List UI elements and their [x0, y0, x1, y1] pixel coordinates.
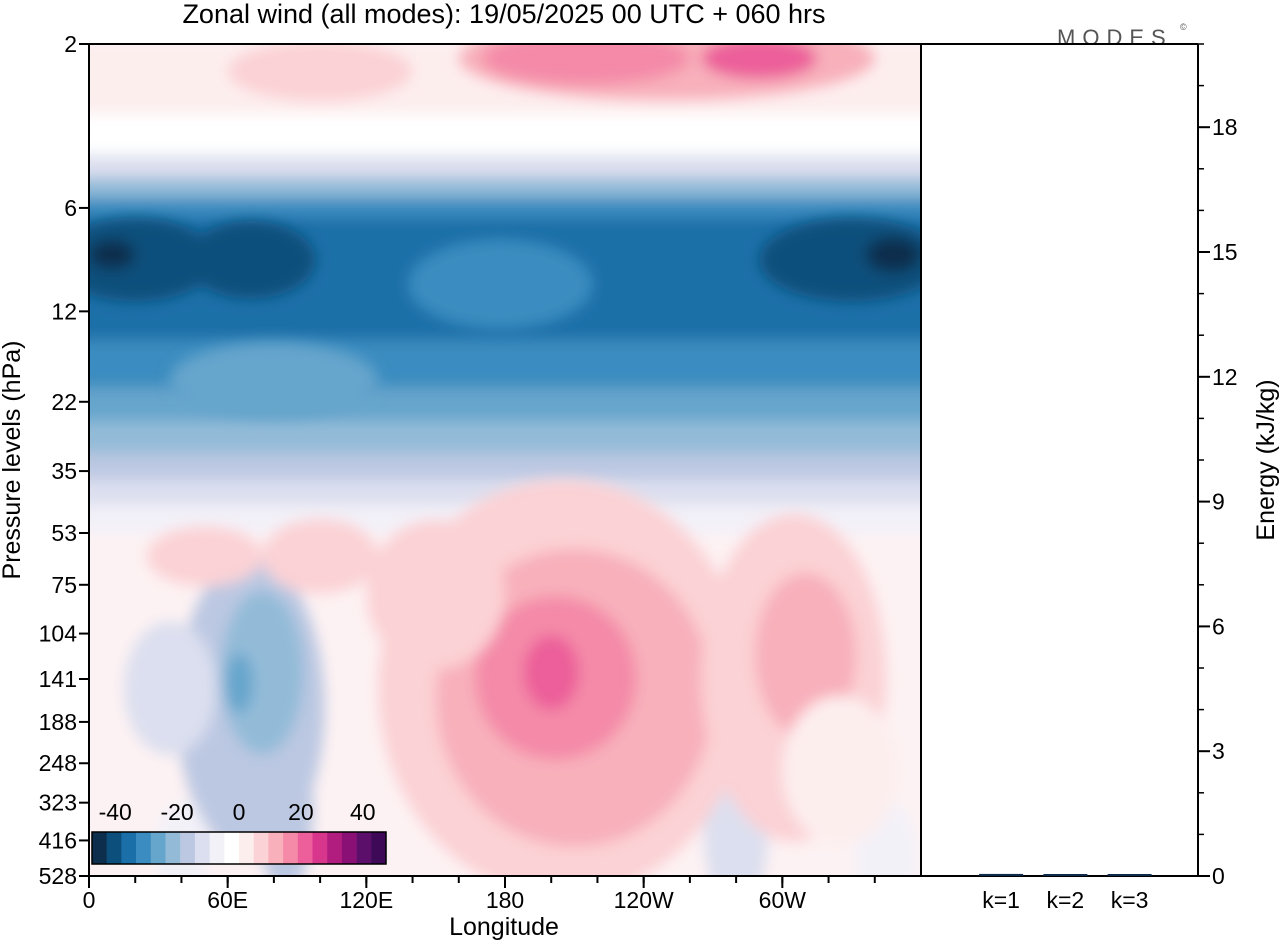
colorbar-swatch [150, 832, 166, 864]
energy-bar [1043, 874, 1088, 876]
westerly-cell [366, 519, 505, 670]
colorbar-swatch [371, 832, 387, 864]
y-tick-label: 528 [39, 863, 77, 889]
colorbar-swatch [209, 832, 225, 864]
energy-tick-label: 0 [1212, 863, 1225, 889]
chart-title: Zonal wind (all modes): 19/05/2025 00 UT… [182, 0, 825, 29]
colorbar-swatch [297, 832, 313, 864]
x-tick-label: 120W [614, 887, 674, 913]
energy-tick-label: 12 [1212, 364, 1238, 390]
upper-westerly-core [701, 44, 817, 80]
y-tick-label: 416 [39, 827, 77, 853]
colorbar-swatch [239, 832, 254, 864]
jet-core [89, 218, 217, 302]
modes-logo-mark: © [1180, 22, 1187, 32]
y-tick-label: 104 [39, 621, 78, 647]
colorbar-swatch [180, 832, 196, 864]
colorbar-frame [91, 831, 387, 865]
colorbar-swatch [312, 832, 328, 864]
jet-cell [407, 239, 593, 329]
jet-core [865, 236, 921, 273]
energy-bar [1107, 874, 1152, 876]
easterly-edge [123, 621, 217, 756]
westerly-cell [262, 519, 378, 594]
upper-westerly-cell [227, 44, 413, 102]
jet-core [186, 221, 316, 299]
x-tick-label: 180 [486, 887, 524, 913]
heatmap [89, 44, 921, 876]
upper-westerly-core [481, 44, 690, 86]
energy-axis-label: Energy (kJ/kg) [1252, 379, 1280, 540]
y-tick-label: 35 [51, 458, 77, 484]
energy-category-label: k=3 [1111, 887, 1149, 913]
jet-cell [169, 342, 378, 418]
energy-tick-label: 9 [1212, 489, 1225, 515]
colorbar-tick-label: 0 [233, 799, 246, 825]
wind-field [89, 44, 921, 876]
colorbar-swatch [136, 832, 152, 864]
y-tick-label: 248 [39, 750, 77, 776]
energy-panel: 0 3 6 9 12 15 18 k=1 k=2 k=3 [921, 43, 1238, 913]
y-tick-label: 141 [39, 666, 77, 692]
y-tick-label: 12 [51, 298, 77, 324]
energy-bar [979, 873, 1024, 876]
wind-cells [89, 44, 921, 876]
y-tick-label: 22 [51, 389, 77, 415]
colorbar-swatch [327, 832, 343, 864]
westerly-core [523, 635, 579, 710]
colorbar-swatch [106, 832, 122, 864]
colorbar-swatch [268, 832, 284, 864]
westerly-cell [146, 526, 263, 587]
wind-band [89, 177, 921, 200]
colorbar-tick-label: -20 [160, 799, 193, 825]
energy-tick-label: 6 [1212, 613, 1225, 639]
y-tick-label: 188 [39, 709, 77, 735]
colorbar-swatch [92, 832, 107, 864]
colorbar-swatch [194, 832, 210, 864]
longitude-axis: 0 60E 120E 180 120W 60W [83, 876, 876, 913]
colorbar-swatch [283, 832, 299, 864]
x-tick-label: 60W [759, 887, 807, 913]
jet-core [89, 239, 136, 270]
wind-band [89, 452, 921, 482]
x-tick-label: 0 [83, 887, 96, 913]
colorbar-tick-label: 20 [288, 799, 314, 825]
wind-band [89, 114, 921, 157]
westerly-edge [782, 695, 898, 845]
energy-category-label: k=2 [1047, 887, 1085, 913]
colorbar: -40 -20 0 20 40 [91, 799, 387, 865]
y-tick-label: 53 [51, 520, 77, 546]
colorbar-swatch [121, 832, 137, 864]
colorbar-tick-label: -40 [99, 799, 132, 825]
x-axis-label: Longitude [449, 913, 559, 941]
y-tick-label: 2 [64, 31, 77, 57]
energy-tick-label: 15 [1212, 239, 1238, 265]
colorbar-swatch [224, 832, 240, 864]
colorbar-swatch [341, 832, 357, 864]
pressure-axis: 2 6 12 22 35 53 75 104 141 188 248 323 416 528 [39, 31, 89, 889]
easterly-core [220, 590, 304, 755]
y-tick-label: 75 [51, 572, 77, 598]
energy-category-label: k=1 [982, 887, 1020, 913]
colorbar-tick-label: 40 [350, 799, 376, 825]
y-tick-label: 6 [64, 195, 77, 221]
easterly-core [225, 653, 254, 714]
wind-band [89, 420, 921, 455]
x-tick-label: 120E [339, 887, 393, 913]
wind-band [89, 197, 921, 220]
x-tick-label: 60E [207, 887, 248, 913]
y-axis-label: Pressure levels (hPa) [0, 341, 26, 580]
colorbar-swatch [165, 832, 181, 864]
modes-logo: MODES [1057, 25, 1173, 50]
wind-band [89, 154, 921, 180]
energy-tick-label: 18 [1212, 114, 1238, 140]
y-tick-label: 323 [39, 790, 77, 816]
energy-tick-label: 3 [1212, 738, 1225, 764]
westerly-cell [754, 572, 857, 737]
colorbar-swatch [356, 832, 372, 864]
colorbar-swatch [253, 832, 269, 864]
